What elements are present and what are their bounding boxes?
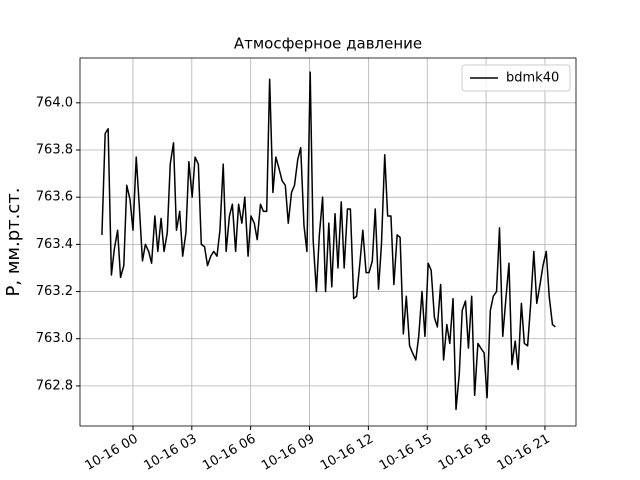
legend-box xyxy=(461,64,571,92)
y-axis-label: P, мм.рт.ст. xyxy=(3,188,24,297)
legend-label: bdmk40 xyxy=(506,71,559,86)
x-tick-label: 10-16 09 xyxy=(259,432,317,474)
x-tick-label: 10-16 18 xyxy=(436,432,494,474)
plot-frame xyxy=(79,57,577,427)
data-line xyxy=(101,71,556,411)
y-tick-label: 764.0 xyxy=(36,95,73,110)
x-tick-label: 10-16 00 xyxy=(83,432,141,474)
x-tick-label: 10-16 21 xyxy=(495,432,553,474)
y-tick-label: 762.8 xyxy=(36,378,73,393)
y-tick-label: 763.2 xyxy=(36,284,73,299)
y-tick-label: 763.4 xyxy=(36,237,73,252)
x-tick-label: 10-16 03 xyxy=(141,432,199,474)
y-tick-label: 763.8 xyxy=(36,143,73,158)
y-tick-label: 763.6 xyxy=(36,190,73,205)
x-tick-label: 10-16 15 xyxy=(377,432,435,474)
y-tick-label: 763.0 xyxy=(36,331,73,346)
x-tick-label: 10-16 06 xyxy=(200,432,258,474)
chart-title: Атмосферное давление xyxy=(234,35,422,53)
x-tick-label: 10-16 12 xyxy=(318,432,376,474)
